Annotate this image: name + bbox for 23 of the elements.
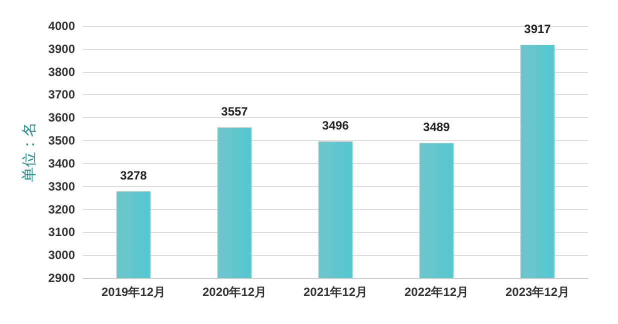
data-label: 3557	[221, 104, 248, 118]
x-tick-label: 2022年12月	[404, 285, 469, 299]
y-tick-label: 3000	[48, 248, 76, 262]
data-label: 3278	[120, 168, 148, 182]
data-label: 3489	[423, 120, 450, 134]
data-label: 3496	[322, 118, 350, 132]
x-tick-label: 2020年12月	[202, 285, 267, 299]
y-tick-label: 3400	[48, 156, 76, 170]
y-tick-label: 3800	[48, 64, 76, 79]
y-axis-title: 单位：名	[20, 122, 38, 182]
y-tick-label: 3900	[48, 42, 76, 56]
y-tick-label: 4000	[48, 19, 76, 33]
x-tick-label: 2021年12月	[303, 285, 368, 299]
y-tick-label: 3700	[48, 88, 76, 102]
y-tick-label: 3600	[48, 110, 76, 125]
y-tick-label: 2900	[48, 271, 76, 285]
y-tick-label: 3200	[48, 202, 76, 216]
y-tick-label: 3100	[48, 225, 76, 240]
y-tick-label: 3500	[48, 134, 76, 148]
y-tick-label: 3300	[48, 179, 76, 194]
x-tick-label: 2023年12月	[505, 285, 570, 299]
data-label: 3917	[524, 22, 552, 36]
x-tick-label: 2019年12月	[101, 285, 166, 299]
